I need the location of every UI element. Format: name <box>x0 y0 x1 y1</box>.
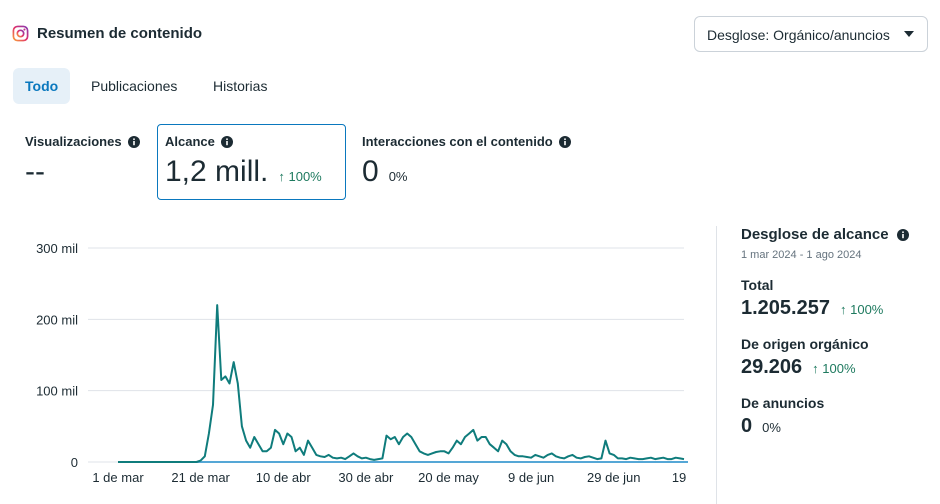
metric-reach-change: 100% <box>288 169 322 184</box>
reach-breakdown-panel: Desglose de alcance 1 mar 2024 - 1 ago 2… <box>741 226 931 438</box>
breakdown-ads-label: De anuncios <box>741 395 825 411</box>
breakdown-organic: De origen orgánico 29.206 ↑ 100% <box>741 336 931 379</box>
breakdown-ads-change: 0% <box>762 420 781 435</box>
x-tick-label: 1 de mar <box>92 470 144 485</box>
metric-reach-value: 1,2 mill. <box>165 155 269 188</box>
metric-interactions-value: 0 <box>362 155 379 188</box>
metric-interactions-label: Interacciones con el contenido <box>362 134 553 149</box>
series-line-total <box>118 304 685 463</box>
breakdown-organic-change: 100% <box>822 361 856 376</box>
x-tick-label: 30 de abr <box>338 470 394 485</box>
y-tick-label: 0 <box>71 455 78 470</box>
x-tick-label: 21 de mar <box>171 470 230 485</box>
breakdown-dropdown[interactable]: Desglose: Orgánico/anuncios <box>694 16 928 52</box>
breakdown-total-label: Total <box>741 277 774 293</box>
x-tick-label: 29 de jun <box>587 470 641 485</box>
header: Resumen de contenido Desglose: Orgánico/… <box>12 16 928 52</box>
tab-todo[interactable]: Todo <box>13 68 71 104</box>
reach-line-chart: 0 100 mil 200 mil 300 mil 1 de mar 21 de mar 1… <box>36 241 688 485</box>
breakdown-organic-label: De origen orgánico <box>741 336 869 352</box>
metric-views-value: -- <box>25 155 45 188</box>
x-tick-label: 9 de jun <box>508 470 554 485</box>
tab-publicaciones[interactable]: Publicaciones <box>91 78 178 94</box>
metric-views[interactable]: Visualizaciones -- <box>25 134 140 210</box>
info-icon[interactable] <box>127 135 140 148</box>
info-icon[interactable] <box>220 135 233 148</box>
y-tick-label: 100 mil <box>36 384 78 399</box>
caret-down-icon <box>904 31 914 37</box>
breakdown-total: Total 1.205.257 ↑ 100% <box>741 277 931 320</box>
arrow-up-icon: ↑ <box>278 169 285 184</box>
breakdown-date-range: 1 mar 2024 - 1 ago 2024 <box>741 249 862 261</box>
breakdown-organic-value: 29.206 <box>741 356 803 378</box>
y-tick-label: 200 mil <box>36 312 78 327</box>
x-tick-label: 20 de may <box>418 470 479 485</box>
arrow-up-icon: ↑ <box>839 302 847 317</box>
breakdown-dropdown-label: Desglose: Orgánico/anuncios <box>707 27 890 43</box>
arrow-up-icon: ↑ <box>812 361 819 376</box>
metric-interactions-change: 0% <box>388 169 408 184</box>
info-icon[interactable] <box>896 228 909 241</box>
metric-reach-label: Alcance <box>165 134 215 149</box>
x-tick-label: 10 de abr <box>256 470 312 485</box>
breakdown-title: Desglose de alcance <box>741 226 889 243</box>
breakdown-total-change: 100% <box>850 302 884 317</box>
x-tick-label: 19 de jul <box>672 470 688 485</box>
breakdown-ads: De anuncios 0 0% <box>741 395 931 438</box>
page-title: Resumen de contenido <box>37 25 203 42</box>
metric-reach[interactable]: Alcance 1,2 mill. ↑ 100% <box>157 124 346 200</box>
tab-historias[interactable]: Historias <box>213 78 268 94</box>
y-tick-label: 300 mil <box>36 241 78 256</box>
instagram-icon <box>12 25 29 42</box>
metric-views-label: Visualizaciones <box>25 134 122 149</box>
metric-interactions[interactable]: Interacciones con el contenido 0 0% <box>362 134 571 210</box>
breakdown-ads-value: 0 <box>741 415 753 437</box>
breakdown-total-value: 1.205.257 <box>741 297 830 319</box>
info-icon[interactable] <box>558 135 571 148</box>
divider <box>716 226 717 504</box>
